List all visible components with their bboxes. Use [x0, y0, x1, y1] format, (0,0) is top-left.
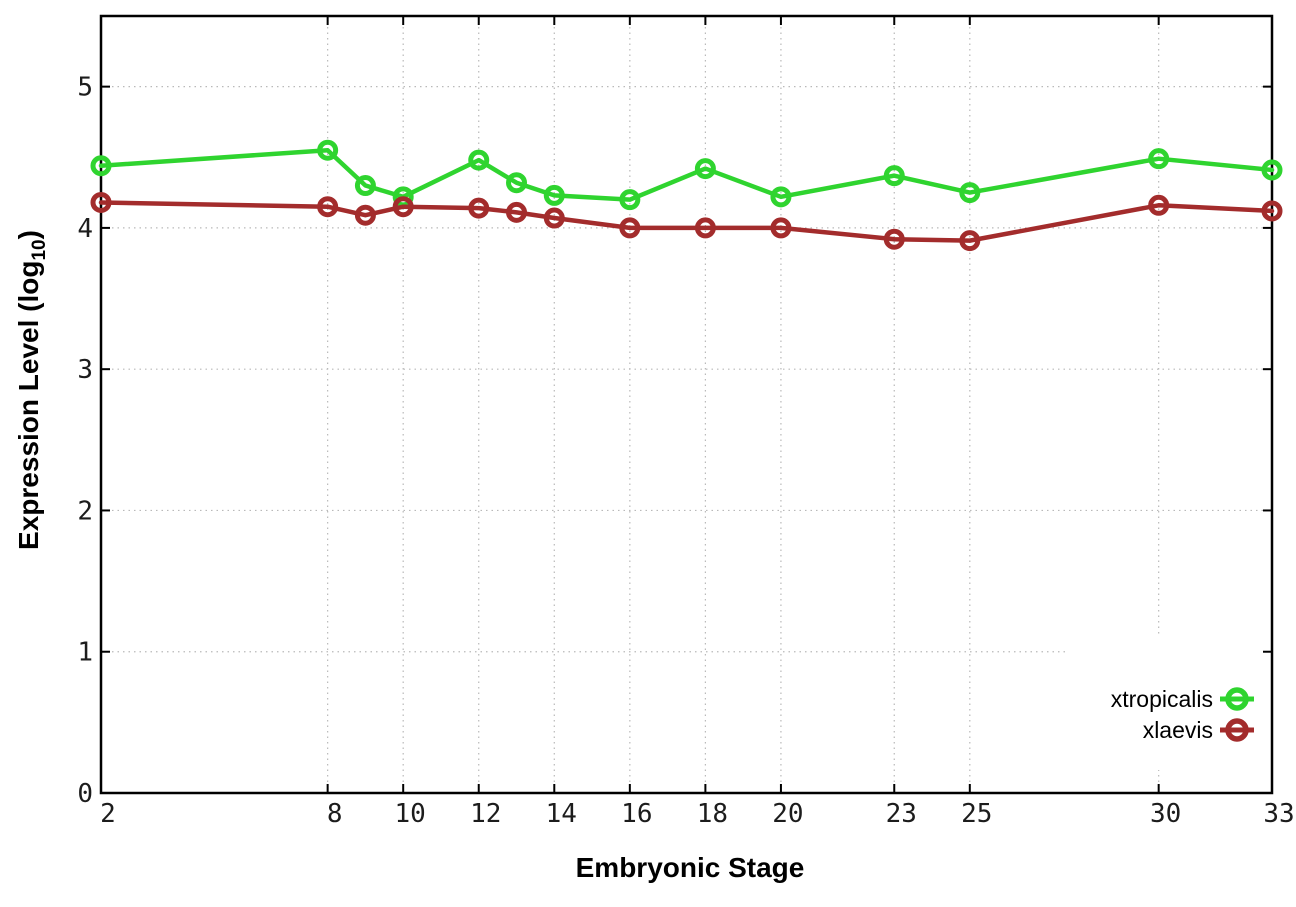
series-line-xlaevis	[98, 200, 1275, 243]
legend-label-xlaevis: xlaevis	[1143, 717, 1213, 743]
y-axis-title-close: )	[13, 230, 44, 239]
x-tick-label: 14	[546, 799, 577, 829]
legend-marker-xlaevis	[1225, 718, 1249, 742]
data-point-marker-xlaevis	[543, 207, 565, 229]
x-tick-label: 20	[772, 799, 803, 829]
data-point-marker-xtropicalis	[468, 149, 490, 171]
data-point-marker-xlaevis	[354, 204, 376, 226]
data-point-marker-xtropicalis	[883, 165, 905, 187]
data-point-marker-xtropicalis	[90, 155, 112, 177]
x-tick-label: 33	[1263, 799, 1294, 829]
legend-label-xtropicalis: xtropicalis	[1111, 686, 1213, 712]
x-tick-label: 25	[961, 799, 992, 829]
data-point-marker-xtropicalis	[1148, 148, 1170, 170]
y-axis-title-main: Expression Level (log	[13, 261, 44, 550]
data-point-marker-xlaevis	[619, 217, 641, 239]
x-axis-title: Embryonic Stage	[576, 852, 805, 883]
data-point-marker-xlaevis	[468, 197, 490, 219]
x-tick-label: 30	[1150, 799, 1181, 829]
x-tick-label: 18	[697, 799, 728, 829]
data-point-marker-xtropicalis	[506, 172, 528, 194]
x-tick-label: 12	[470, 799, 501, 829]
data-point-marker-xlaevis	[392, 196, 414, 218]
y-axis-title: Expression Level (log10)	[13, 230, 50, 550]
legend-background-layer	[1068, 637, 1270, 770]
data-point-marker-xlaevis	[1261, 200, 1283, 222]
x-tick-label: 23	[886, 799, 917, 829]
x-tick-label: 2	[100, 799, 116, 829]
data-point-marker-xlaevis	[770, 217, 792, 239]
data-point-marker-xtropicalis	[1261, 159, 1283, 181]
data-point-marker-xlaevis	[317, 196, 339, 218]
x-tick-label: 16	[621, 799, 652, 829]
y-axis-title-subscript: 10	[29, 239, 50, 260]
data-point-marker-xtropicalis	[959, 182, 981, 204]
data-point-marker-xlaevis	[506, 201, 528, 223]
y-tick-label: 5	[77, 73, 93, 103]
data-series-layer	[90, 139, 1283, 252]
x-tick-label: 8	[327, 799, 343, 829]
legend-marker-xtropicalis	[1225, 687, 1249, 711]
legend: xtropicalis xlaevis	[1111, 686, 1254, 743]
data-point-marker-xtropicalis	[354, 175, 376, 197]
data-point-marker-xlaevis	[90, 191, 112, 213]
series-line-xtropicalis	[98, 147, 1275, 202]
plot-border	[99, 14, 1274, 795]
data-point-marker-xtropicalis	[543, 184, 565, 206]
data-point-marker-xtropicalis	[317, 139, 339, 161]
data-point-marker-xlaevis	[959, 230, 981, 252]
y-tick-label: 4	[77, 214, 93, 244]
x-tick-label: 10	[395, 799, 426, 829]
legend-item-xlaevis: xlaevis	[1143, 717, 1254, 743]
legend-background	[1068, 637, 1270, 770]
data-point-marker-xtropicalis	[770, 186, 792, 208]
data-point-marker-xlaevis	[1148, 194, 1170, 216]
data-point-marker-xlaevis	[883, 228, 905, 250]
legend-item-xtropicalis: xtropicalis	[1111, 686, 1254, 712]
y-tick-label: 0	[77, 779, 93, 809]
data-point-marker-xlaevis	[694, 217, 716, 239]
data-point-marker-xtropicalis	[619, 189, 641, 211]
axes-frame-layer	[99, 14, 1274, 795]
y-tick-label: 3	[77, 355, 93, 385]
data-point-marker-xtropicalis	[694, 158, 716, 180]
y-tick-label: 2	[77, 496, 93, 526]
y-tick-label: 1	[77, 638, 93, 668]
